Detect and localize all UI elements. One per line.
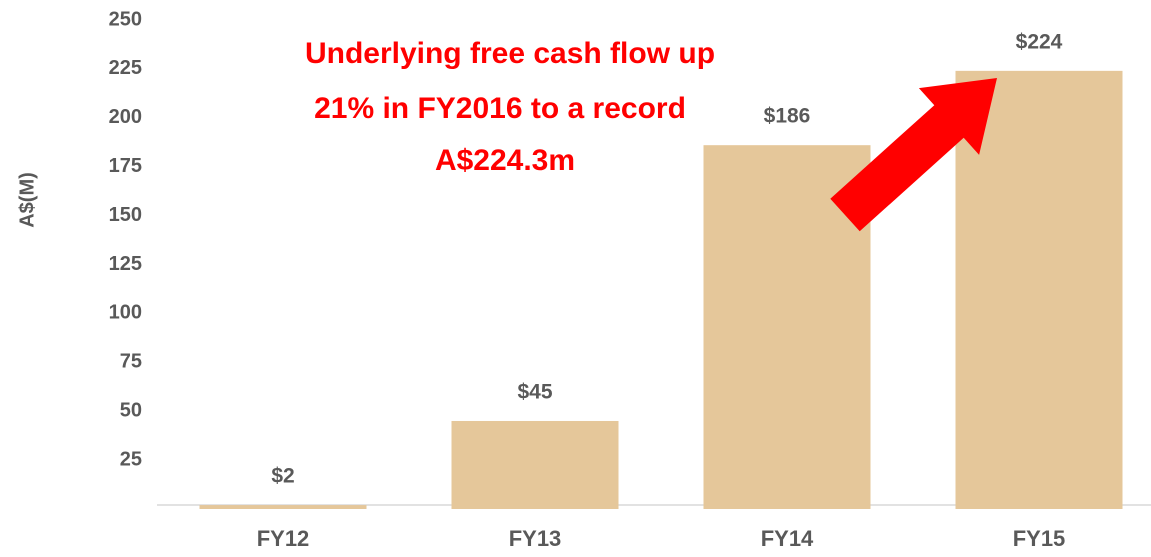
- y-axis-label: A$(M): [16, 172, 38, 228]
- y-tick-label: 150: [109, 204, 142, 226]
- y-tick-label: 250: [109, 8, 142, 30]
- bar: [955, 70, 1123, 509]
- value-label: $224: [1016, 30, 1063, 53]
- y-tick-label: 125: [109, 253, 142, 275]
- x-tick-label: FY13: [509, 526, 562, 551]
- x-tick-label: FY12: [257, 526, 310, 551]
- annotation-line: Underlying free cash flow up: [305, 37, 715, 70]
- plot: 25 50 75 100 125 150 175 200 225 250 FY12 $2 FY13 $45…: [109, 8, 1151, 551]
- y-tick-label: 25: [120, 448, 142, 470]
- annotation-line: A$224.3m: [435, 144, 575, 177]
- y-tick-label: 225: [109, 57, 142, 79]
- bar: [199, 505, 367, 509]
- x-tick-label: FY15: [1013, 526, 1066, 551]
- y-tick-label: 200: [109, 106, 142, 128]
- y-tick-label: 50: [120, 399, 142, 421]
- y-tick-label: 175: [109, 155, 142, 177]
- value-label: $186: [764, 105, 811, 128]
- value-label: $2: [271, 465, 294, 488]
- value-label: $45: [517, 381, 552, 404]
- y-tick-label: 75: [120, 351, 142, 373]
- bar: [451, 420, 619, 509]
- annotation-line: 21% in FY2016 to a record: [314, 92, 686, 125]
- x-tick-label: FY14: [761, 526, 814, 551]
- y-tick-label: 100: [109, 302, 142, 324]
- arrow: [830, 78, 997, 232]
